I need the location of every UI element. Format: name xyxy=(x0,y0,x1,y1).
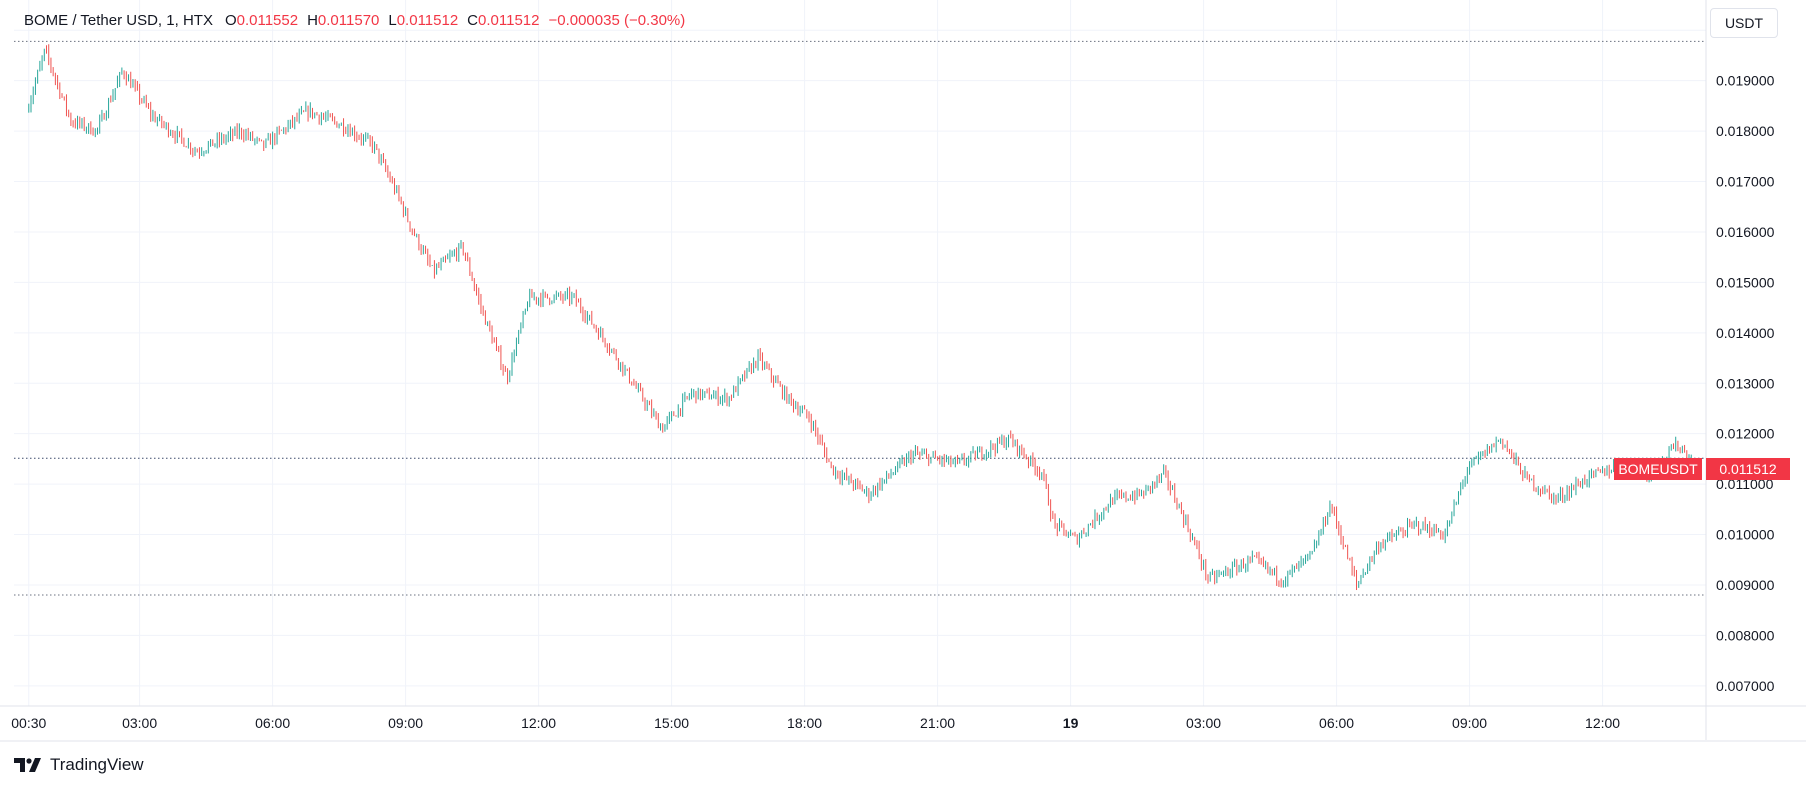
y-tick-label: 0.014000 xyxy=(1716,325,1775,341)
y-tick-label: 0.017000 xyxy=(1716,174,1775,190)
x-tick-label: 15:00 xyxy=(654,715,689,731)
x-tick-label: 09:00 xyxy=(1452,715,1487,731)
close-key: C xyxy=(467,12,479,29)
grid-lines xyxy=(14,0,1706,706)
close-value: 0.011512 xyxy=(478,12,540,29)
open-key: O xyxy=(224,12,237,29)
chart-legend: BOME / Tether USD, 1, HTX O 0.011552 H 0.0… xyxy=(24,12,694,29)
y-tick-label: 0.015000 xyxy=(1716,274,1775,290)
x-tick-label: 19 xyxy=(1063,715,1079,731)
high-value: 0.011570 xyxy=(317,12,380,29)
x-tick-label: 00:30 xyxy=(11,715,46,731)
y-tick-label: 0.010000 xyxy=(1716,527,1775,543)
currency-button[interactable]: USDT xyxy=(1710,8,1778,38)
y-tick-label: 0.013000 xyxy=(1716,375,1775,391)
tradingview-logo-icon xyxy=(14,758,41,772)
y-tick-label: 0.008000 xyxy=(1716,627,1775,643)
y-tick-label: 0.012000 xyxy=(1716,426,1775,442)
y-tick-label: 0.011000 xyxy=(1716,476,1774,492)
open-value: 0.011552 xyxy=(236,12,299,29)
x-tick-label: 21:00 xyxy=(920,715,955,731)
change-value: −0.000035 (−0.30%) xyxy=(548,12,686,29)
y-tick-label: 0.007000 xyxy=(1716,678,1775,694)
x-tick-label: 12:00 xyxy=(521,715,556,731)
low-value: 0.011512 xyxy=(396,12,459,29)
brand-name: TradingView xyxy=(50,755,144,774)
tradingview-brand[interactable]: TradingView xyxy=(14,755,144,775)
x-tick-label: 06:00 xyxy=(255,715,290,731)
x-tick-label: 12:00 xyxy=(1585,715,1620,731)
symbol-label: BOME / Tether USD, 1, HTX xyxy=(24,12,213,29)
high-key: H xyxy=(307,12,318,29)
candles xyxy=(28,44,1692,591)
low-key: L xyxy=(388,12,397,29)
x-tick-label: 03:00 xyxy=(122,715,157,731)
y-tick-label: 0.016000 xyxy=(1716,224,1775,240)
x-tick-label: 09:00 xyxy=(388,715,423,731)
symbol-price-tag: BOMEUSDT xyxy=(1614,458,1702,480)
last-price-tag: 0.011512 xyxy=(1706,458,1790,480)
x-tick-label: 18:00 xyxy=(787,715,822,731)
y-tick-label: 0.018000 xyxy=(1716,123,1775,139)
x-tick-label: 03:00 xyxy=(1186,715,1221,731)
y-tick-label: 0.019000 xyxy=(1716,73,1775,89)
y-tick-label: 0.009000 xyxy=(1716,577,1775,593)
x-tick-label: 06:00 xyxy=(1319,715,1354,731)
